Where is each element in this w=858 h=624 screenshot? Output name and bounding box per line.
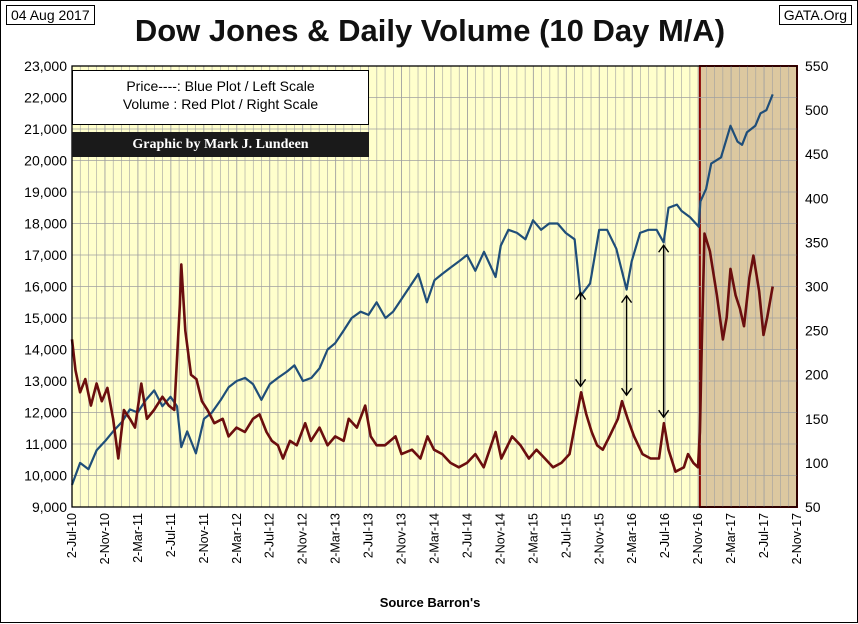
series-volume-line <box>70 232 774 474</box>
x-tick-label: 2-Jul-12 <box>263 513 277 558</box>
y-left-tick-label: 13,000 <box>24 373 67 389</box>
x-tick-label: 2-Nov-15 <box>592 513 606 564</box>
x-tick-label: 2-Nov-10 <box>98 513 112 564</box>
x-tick-label: 2-Jul-17 <box>757 513 771 558</box>
x-tick-label: 2-Mar-15 <box>526 513 540 564</box>
site-label: GATA.Org <box>778 5 852 25</box>
y-left-tick-label: 15,000 <box>24 310 67 326</box>
x-tick-label: 2-Mar-13 <box>329 513 343 564</box>
annotation-arrow-head-up <box>621 294 633 304</box>
x-tick-label: 2-Mar-14 <box>428 513 442 564</box>
y-left-tick-label: 19,000 <box>24 184 67 200</box>
y-right-tick-label: 450 <box>805 146 829 162</box>
y-right-tick-label: 300 <box>805 279 829 295</box>
y-right-tick-label: 200 <box>805 367 829 383</box>
x-axis: 2-Jul-10 2-Nov-10 2-Mar-11 2-Jul-11 2-Nov-11… <box>65 513 804 564</box>
y-left-tick-label: 16,000 <box>24 279 67 295</box>
y-left-tick-label: 12,000 <box>24 405 67 421</box>
y-left-tick-label: 23,000 <box>24 58 67 74</box>
y-axis-left: 9,000 10,000 11,000 12,000 13,000 14,000 15,00… <box>24 58 67 515</box>
x-tick-label: 2-Nov-12 <box>296 513 310 564</box>
x-tick-label: 2-Nov-11 <box>197 513 211 564</box>
x-tick-label: 2-Jul-13 <box>362 513 376 558</box>
y-left-tick-label: 14,000 <box>24 342 67 358</box>
annotation-arrow-head-down <box>621 387 633 397</box>
annotation-arrow-head-up <box>575 291 587 300</box>
y-right-tick-label: 500 <box>805 102 829 118</box>
x-tick-label: 2-Mar-16 <box>625 513 639 564</box>
x-tick-label: 2-Nov-13 <box>395 513 409 564</box>
legend-price: Price----: Blue Plot / Left Scale <box>126 78 315 94</box>
y-axis-right: 50 100 150 200 250 300 350 400 450 500 550 <box>805 58 829 515</box>
x-tick-label: 2-Mar-11 <box>131 513 145 563</box>
y-left-tick-label: 18,000 <box>24 216 67 232</box>
y-left-tick-label: 11,000 <box>25 436 67 452</box>
annotation-arrow-head-up <box>658 244 670 253</box>
annotation-arrows <box>575 244 670 419</box>
date-label: 04 Aug 2017 <box>6 5 95 25</box>
x-tick-label: 2-Nov-14 <box>493 513 507 564</box>
chart-title: Dow Jones & Daily Volume (10 Day M/A) <box>134 13 726 48</box>
y-right-tick-label: 50 <box>805 499 821 515</box>
series-price-line <box>70 93 774 486</box>
y-right-tick-label: 400 <box>805 190 829 206</box>
y-right-tick-label: 100 <box>805 455 829 471</box>
x-tick-label: 2-Jul-16 <box>658 513 672 558</box>
x-tick-label: 2-Mar-17 <box>724 513 738 564</box>
y-left-tick-label: 17,000 <box>24 247 67 263</box>
y-left-tick-label: 10,000 <box>24 468 67 484</box>
x-tick-label: 2-Nov-16 <box>691 513 705 564</box>
plot-border <box>71 65 798 508</box>
x-tick-label: 2-Mar-12 <box>230 513 244 564</box>
y-right-tick-label: 550 <box>805 58 829 74</box>
credit-label: Graphic by Mark J. Lundeen <box>72 132 369 157</box>
annotation-arrow-head-down <box>658 409 670 419</box>
y-left-tick-label: 21,000 <box>24 121 67 137</box>
x-tick-label: 2-Jul-15 <box>559 513 573 558</box>
y-right-tick-label: 350 <box>805 234 829 250</box>
x-tick-label: 2-Jul-14 <box>460 513 474 558</box>
x-axis-caption: Source Barron's <box>379 595 481 610</box>
y-right-tick-label: 250 <box>805 323 829 339</box>
y-left-tick-label: 9,000 <box>32 499 67 515</box>
x-tick-label: 2-Nov-17 <box>790 513 804 564</box>
y-left-tick-label: 22,000 <box>24 90 67 106</box>
y-left-tick-label: 20,000 <box>24 153 67 169</box>
legend-volume: Volume : Red Plot / Right Scale <box>122 96 319 112</box>
x-tick-label: 2-Jul-10 <box>65 513 79 558</box>
y-right-tick-label: 150 <box>805 411 829 427</box>
x-tick-label: 2-Jul-11 <box>164 513 178 557</box>
annotation-arrow-head-down <box>575 378 587 388</box>
legend: Price----: Blue Plot / Left Scale Volume… <box>72 70 369 125</box>
